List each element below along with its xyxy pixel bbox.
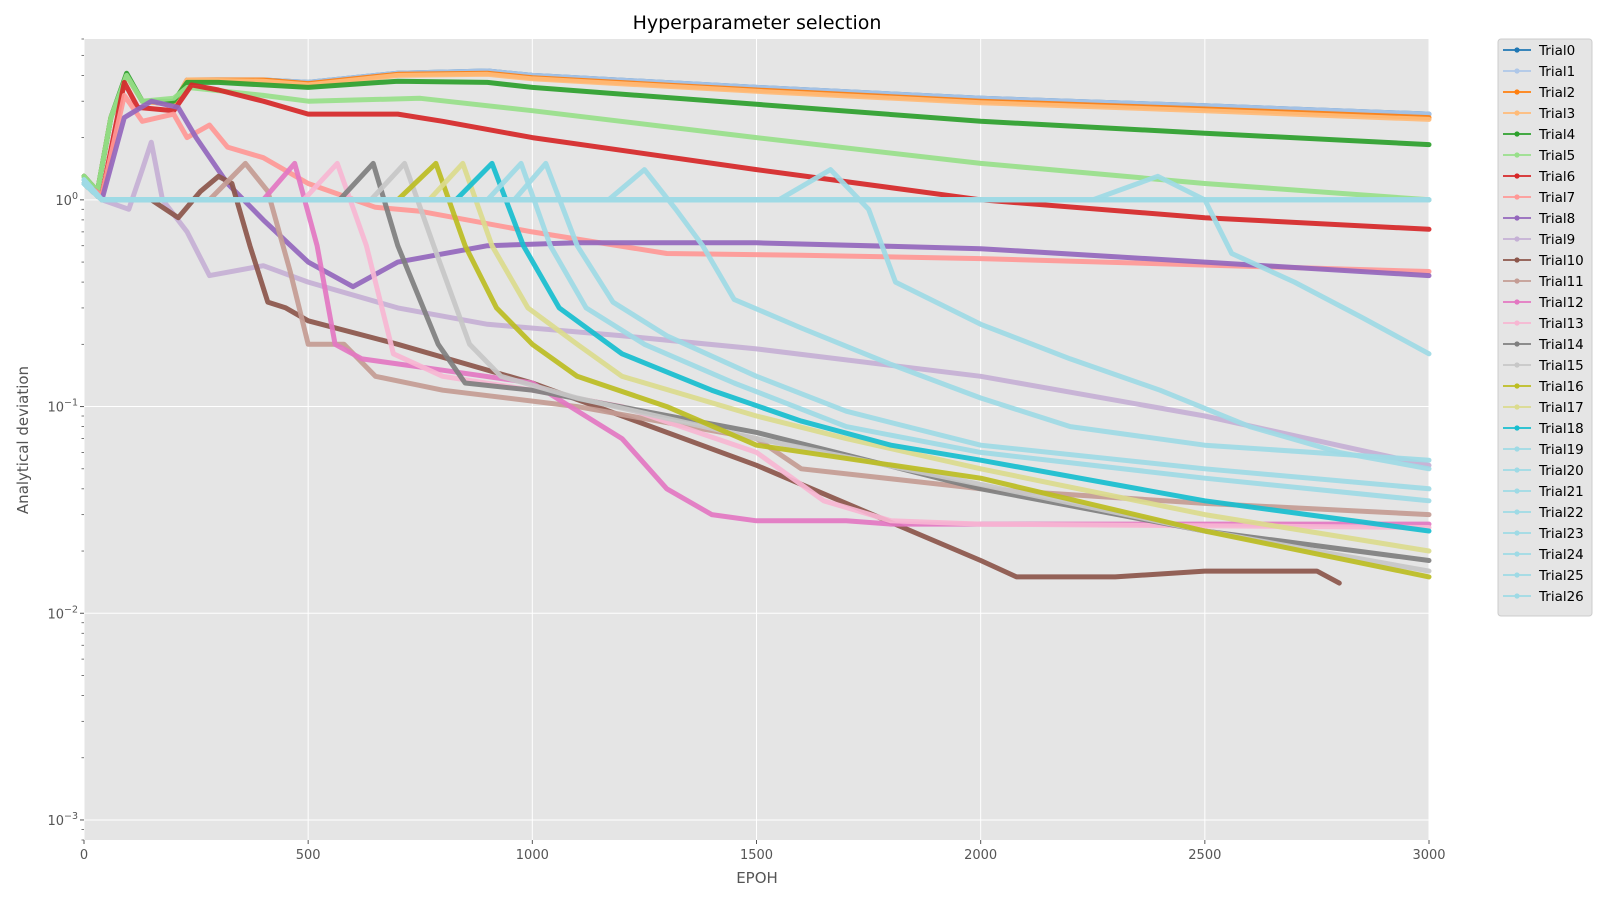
legend-label: Trial22 [1538,505,1584,521]
series-line-trial26 [81,177,1432,203]
legend-box [1497,38,1593,617]
legend-label: Trial24 [1538,547,1584,563]
legend-marker [1514,488,1520,494]
legend-marker [1514,47,1520,53]
legend-marker [1514,593,1520,599]
legend-label: Trial5 [1538,148,1575,164]
series-line-trial12 [81,160,1432,527]
series-line-trial6 [81,79,1432,232]
legend-label: Trial25 [1538,568,1584,584]
legend-label: Trial23 [1538,526,1584,542]
legend-label: Trial21 [1538,484,1584,500]
legend-label: Trial17 [1538,400,1584,416]
series-line-trial5 [81,72,1432,203]
legend-label: Trial19 [1538,442,1584,458]
series-line-trial10 [81,173,1342,586]
y-tick-label: 10−2 [47,604,78,622]
x-tick-label: 2000 [964,848,997,863]
legend-marker [1514,320,1520,326]
legend-marker [1514,341,1520,347]
legend-label: Trial16 [1538,379,1584,395]
legend-marker [1514,68,1520,74]
x-tick-label: 0 [80,848,88,863]
legend-marker [1514,572,1520,578]
x-axis-ticks: 0 500 1000 1500 2000 2500 3000 [80,840,1446,863]
legend-marker [1514,551,1520,557]
legend-label: Trial2 [1538,85,1575,101]
legend-label: Trial15 [1538,358,1584,374]
legend-marker [1514,509,1520,515]
x-tick-label: 1000 [516,848,549,863]
legend-label: Trial9 [1538,232,1575,248]
legend: Trial0 Trial1 Trial2 Trial3 Trial4 Trial5 Tria… [1497,38,1593,617]
legend-marker [1514,236,1520,242]
legend-marker [1514,467,1520,473]
legend-marker [1514,278,1520,284]
legend-marker [1514,530,1520,536]
legend-marker [1514,173,1520,179]
legend-marker [1514,89,1520,95]
legend-label: Trial11 [1538,274,1584,290]
legend-label: Trial7 [1538,190,1575,206]
legend-label: Trial13 [1538,316,1584,332]
legend-label: Trial20 [1538,463,1584,479]
legend-marker [1514,110,1520,116]
x-tick-label: 1500 [740,848,773,863]
series-line-trial9 [81,139,1432,468]
legend-label: Trial26 [1538,589,1584,605]
legend-label: Trial10 [1538,253,1584,269]
legend-label: Trial0 [1538,43,1575,59]
legend-marker [1514,131,1520,137]
y-axis-ticks: 10−3 10−2 10−1 100 [47,38,84,841]
x-axis-label: EPOH [736,869,778,887]
legend-marker [1514,425,1520,431]
legend-marker [1514,215,1520,221]
legend-label: Trial14 [1538,337,1584,353]
legend-label: Trial4 [1538,127,1575,143]
legend-marker [1514,152,1520,158]
legend-marker [1514,194,1520,200]
y-tick-label: 100 [55,191,78,209]
series-line-trial8 [81,98,1432,290]
legend-marker [1514,383,1520,389]
legend-marker [1514,362,1520,368]
y-tick-label: 10−1 [47,398,78,416]
legend-marker [1514,257,1520,263]
legend-label: Trial12 [1538,295,1584,311]
legend-label: Trial1 [1538,64,1575,80]
legend-label: Trial3 [1538,106,1575,122]
legend-marker [1514,404,1520,410]
legend-label: Trial8 [1538,211,1575,227]
legend-label: Trial6 [1538,169,1575,185]
series-layer [81,68,1432,586]
legend-marker [1514,299,1520,305]
y-axis-label: Analytical deviation [14,366,32,514]
x-tick-label: 3000 [1412,848,1445,863]
legend-label: Trial18 [1538,421,1584,437]
chart-title: Hyperparameter selection [633,12,882,34]
y-tick-label: 10−3 [47,811,78,829]
x-tick-label: 2500 [1188,848,1221,863]
x-tick-label: 500 [296,848,321,863]
legend-marker [1514,446,1520,452]
